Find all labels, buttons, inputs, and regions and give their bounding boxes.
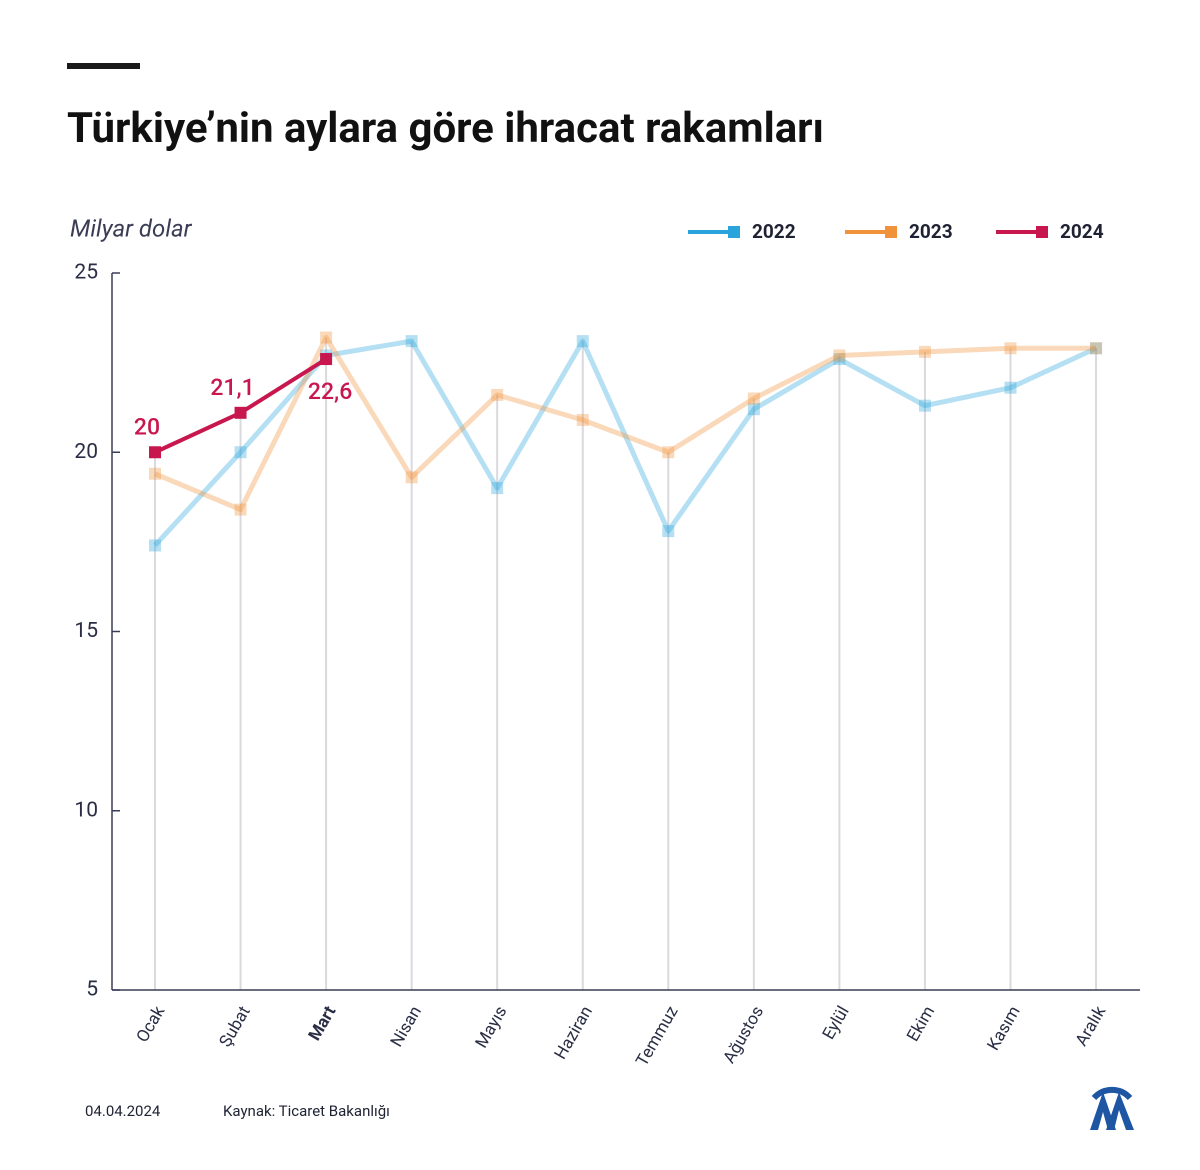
x-tick-label: Şubat xyxy=(216,1003,255,1051)
data-label: 22,6 xyxy=(308,378,352,405)
series-line xyxy=(154,335,1097,513)
point xyxy=(1004,342,1017,355)
point xyxy=(576,413,589,426)
data-label: 21,1 xyxy=(210,374,254,401)
legend-marker xyxy=(728,226,740,238)
point xyxy=(234,503,247,516)
point xyxy=(918,399,931,412)
x-tick-label: Kasım xyxy=(983,1003,1024,1054)
point xyxy=(320,331,333,344)
point xyxy=(662,525,675,538)
x-tick-label: Mart xyxy=(305,1003,341,1045)
point xyxy=(405,471,418,484)
x-tick-label: Ocak xyxy=(133,1002,170,1046)
point xyxy=(149,467,161,480)
data-label: 20 xyxy=(134,413,160,440)
point xyxy=(1090,342,1103,355)
legend-marker xyxy=(885,226,897,238)
point xyxy=(747,403,760,416)
x-tick-label: Eylül xyxy=(819,1003,854,1043)
x-tick-label: Nisan xyxy=(387,1003,426,1051)
legend-label: 2024 xyxy=(1060,220,1104,243)
point xyxy=(405,335,418,348)
point xyxy=(1004,381,1017,394)
point xyxy=(149,446,161,459)
point xyxy=(1090,342,1103,355)
title-bar xyxy=(67,63,140,69)
chart-title: Türkiye’nin aylara göre ihracat rakamlar… xyxy=(67,104,824,153)
y-tick-label: 10 xyxy=(74,798,98,822)
point xyxy=(833,353,846,366)
y-tick-label: 20 xyxy=(74,440,98,464)
x-tick-label: Aralık xyxy=(1072,1002,1111,1049)
point xyxy=(747,392,760,405)
point xyxy=(833,349,846,362)
point xyxy=(149,539,161,552)
point xyxy=(662,446,675,459)
series-line xyxy=(153,338,1098,548)
point xyxy=(234,446,247,459)
y-axis-label: Milyar dolar xyxy=(70,214,193,242)
y-tick-label: 15 xyxy=(74,619,98,643)
x-tick-label: Temmuz xyxy=(632,1003,682,1070)
legend-label: 2023 xyxy=(909,220,953,243)
legend-label: 2022 xyxy=(752,220,796,243)
point xyxy=(918,345,931,358)
point xyxy=(576,335,589,348)
date: 04.04.2024 xyxy=(85,1102,161,1120)
y-tick-label: 25 xyxy=(74,261,98,285)
x-tick-label: Ekim xyxy=(903,1003,939,1045)
logo xyxy=(1090,1086,1134,1130)
x-tick-label: Ağustos xyxy=(719,1003,768,1067)
x-tick-label: Haziran xyxy=(551,1003,597,1063)
legend-marker xyxy=(1036,226,1048,238)
y-tick-label: 5 xyxy=(86,978,98,1002)
source: Kaynak: Ticaret Bakanlığı xyxy=(223,1102,390,1120)
point xyxy=(234,406,247,419)
point xyxy=(320,353,333,366)
point xyxy=(491,482,504,495)
point xyxy=(491,388,504,401)
x-tick-label: Mayıs xyxy=(472,1003,512,1052)
